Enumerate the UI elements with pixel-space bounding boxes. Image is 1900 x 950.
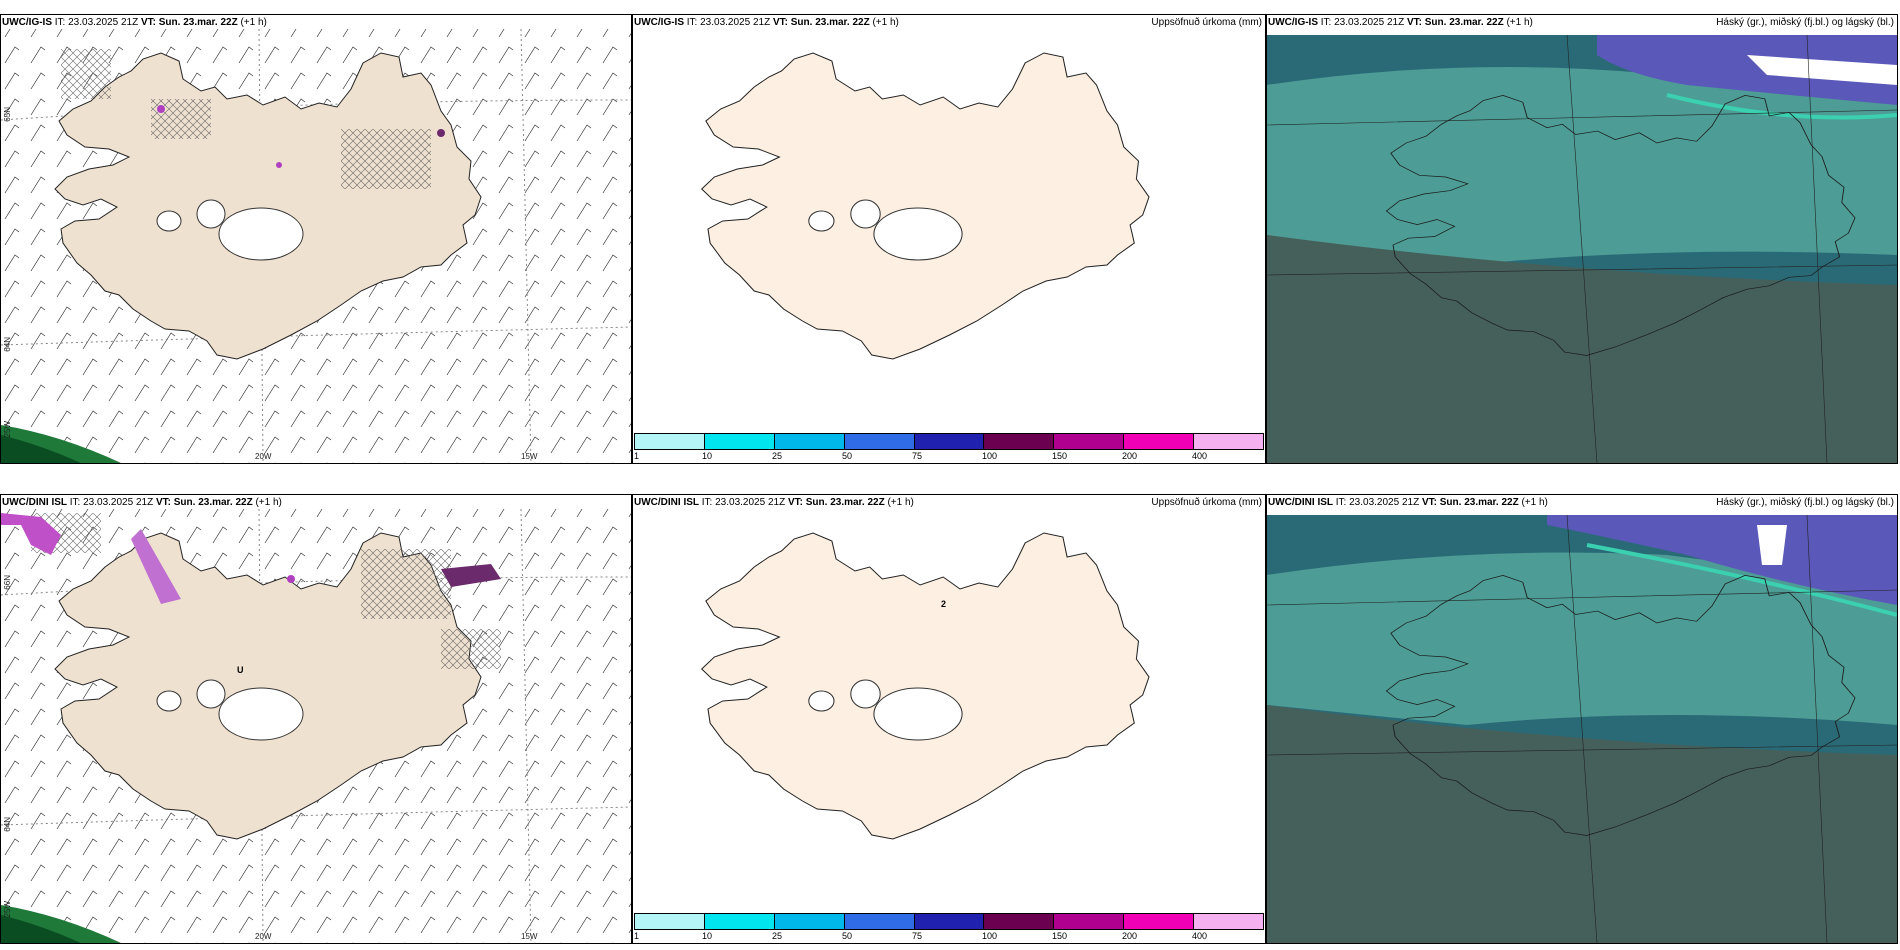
lat-label: 65N <box>3 107 12 122</box>
wind-panel-row1: UWC/IG-IS IT: 23.03.2025 21Z VT: Sun. 23… <box>0 14 632 464</box>
wind-panel-row2: UWC/DINI ISL IT: 23.03.2025 21Z VT: Sun.… <box>0 494 632 944</box>
colorbar-ticks: 1 10 25 50 75 100 150 200 400 <box>634 931 1208 941</box>
cloud-map <box>1267 34 1897 463</box>
lat-label: 66N <box>3 575 12 590</box>
precip-title: Uppsöfnuð úrkoma (mm) <box>1151 497 1262 508</box>
panel-header: UWC/DINI ISL IT: 23.03.2025 21Z VT: Sun.… <box>1268 497 1548 508</box>
lon-label: 15W <box>521 932 538 941</box>
lat-label: 64N <box>3 337 12 352</box>
lon-label: 15W <box>521 452 538 461</box>
map-annotation: U <box>237 665 244 675</box>
lat-label: 25W <box>3 901 12 918</box>
precip-colorbar <box>634 433 1264 450</box>
lat-label: 25W <box>3 421 12 438</box>
panel-header: UWC/DINI ISL IT: 23.03.2025 21Z VT: Sun.… <box>634 497 914 508</box>
panel-header: UWC/IG-IS IT: 23.03.2025 21Z VT: Sun. 23… <box>1268 17 1533 28</box>
map-annotation: 2 <box>941 599 947 609</box>
wind-map <box>1 28 631 463</box>
lon-label: 20W <box>255 932 272 941</box>
cloud-panel-row1: UWC/IG-IS IT: 23.03.2025 21Z VT: Sun. 23… <box>1266 14 1898 464</box>
precip-map <box>701 52 1150 360</box>
precip-title: Uppsöfnuð úrkoma (mm) <box>1151 17 1262 28</box>
cloud-title: Háský (gr.), miðský (fj.bl.) og lágský (… <box>1716 17 1894 28</box>
wind-map <box>1 508 631 943</box>
lon-label: 20W <box>255 452 272 461</box>
precip-map <box>701 532 1150 840</box>
cloud-title: Háský (gr.), miðský (fj.bl.) og lágský (… <box>1716 497 1894 508</box>
panel-header: UWC/IG-IS IT: 23.03.2025 21Z VT: Sun. 23… <box>634 17 899 28</box>
precip-panel-row1: UWC/IG-IS IT: 23.03.2025 21Z VT: Sun. 23… <box>632 14 1266 464</box>
precip-panel-row2: UWC/DINI ISL IT: 23.03.2025 21Z VT: Sun.… <box>632 494 1266 944</box>
cloud-map <box>1267 514 1897 943</box>
colorbar-ticks: 1 10 25 50 75 100 150 200 400 <box>634 451 1208 461</box>
precip-colorbar <box>634 913 1264 930</box>
panel-header: UWC/DINI ISL IT: 23.03.2025 21Z VT: Sun.… <box>2 497 282 508</box>
panel-header: UWC/IG-IS IT: 23.03.2025 21Z VT: Sun. 23… <box>2 17 267 28</box>
cloud-panel-row2: UWC/DINI ISL IT: 23.03.2025 21Z VT: Sun.… <box>1266 494 1898 944</box>
lat-label: 64N <box>3 817 12 832</box>
